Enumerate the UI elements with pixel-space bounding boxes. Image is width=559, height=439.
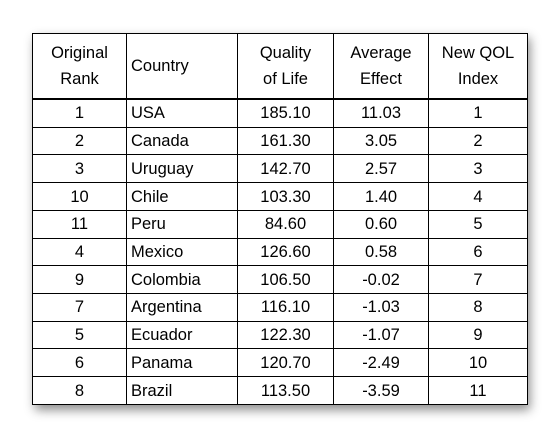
- header-cell: Original Rank: [32, 33, 127, 100]
- table-cell: Mexico: [126, 237, 238, 267]
- table-row: 4 Mexico 126.60 0.58 6: [32, 237, 528, 267]
- table-cell: 142.70: [237, 154, 334, 184]
- table-cell: 11: [32, 209, 127, 239]
- table-cell: 5: [32, 320, 127, 350]
- table-row: 10 Chile 103.30 1.40 4: [32, 182, 528, 211]
- table-cell: 5: [428, 209, 528, 239]
- table-cell: 120.70: [237, 348, 334, 378]
- table-cell: 7: [32, 293, 127, 322]
- table-row: 8 Brazil 113.50 -3.59 11: [32, 376, 528, 405]
- table-cell: 84.60: [237, 209, 334, 239]
- table-cell: 161.30: [237, 126, 334, 156]
- table-cell: Chile: [126, 182, 238, 211]
- table-cell: 106.50: [237, 265, 334, 295]
- table-frame: Original Rank Country Quality of Life Average…: [32, 33, 528, 405]
- table-cell: Panama: [126, 348, 238, 378]
- table-body: 1 USA 185.10 11.03 1 2 Canada 161.30 3.05 2 3 Urugu…: [32, 98, 528, 405]
- table-cell: 1.40: [333, 182, 429, 211]
- header-row: Original Rank Country Quality of Life Average…: [32, 33, 528, 100]
- table-cell: 8: [32, 376, 127, 405]
- header-cell: New QOL Index: [428, 33, 528, 100]
- table-cell: 126.60: [237, 237, 334, 267]
- table-cell: Ecuador: [126, 320, 238, 350]
- table-cell: 9: [32, 265, 127, 295]
- table-cell: -1.07: [333, 320, 429, 350]
- table-cell: 2.57: [333, 154, 429, 184]
- table-row: 5 Ecuador 122.30 -1.07 9: [32, 320, 528, 350]
- table-cell: 185.10: [237, 98, 334, 128]
- table-row: 7 Argentina 116.10 -1.03 8: [32, 293, 528, 322]
- table-cell: 6: [32, 348, 127, 378]
- table-cell: 9: [428, 320, 528, 350]
- table-row: 2 Canada 161.30 3.05 2: [32, 126, 528, 156]
- table-row: 3 Uruguay 142.70 2.57 3: [32, 154, 528, 184]
- table-cell: -3.59: [333, 376, 429, 405]
- table-cell: Argentina: [126, 293, 238, 322]
- table-row: 6 Panama 120.70 -2.49 10: [32, 348, 528, 378]
- table-cell: 1: [32, 98, 127, 128]
- table-cell: 2: [428, 126, 528, 156]
- table-cell: Colombia: [126, 265, 238, 295]
- table-cell: 3.05: [333, 126, 429, 156]
- table-cell: 10: [32, 182, 127, 211]
- table-cell: 116.10: [237, 293, 334, 322]
- table-cell: 122.30: [237, 320, 334, 350]
- table-cell: 10: [428, 348, 528, 378]
- table-cell: 113.50: [237, 376, 334, 405]
- table-cell: -1.03: [333, 293, 429, 322]
- table-cell: Brazil: [126, 376, 238, 405]
- table-cell: 11.03: [333, 98, 429, 128]
- table-cell: 4: [428, 182, 528, 211]
- table-cell: 2: [32, 126, 127, 156]
- table-cell: 0.60: [333, 209, 429, 239]
- header-text: Average: [350, 44, 412, 62]
- header-text: of Life: [263, 70, 308, 88]
- table-row: 11 Peru 84.60 0.60 5: [32, 209, 528, 239]
- header-text: Rank: [60, 70, 99, 88]
- table-cell: Canada: [126, 126, 238, 156]
- table-cell: 7: [428, 265, 528, 295]
- table-cell: Uruguay: [126, 154, 238, 184]
- table-cell: 11: [428, 376, 528, 405]
- table-cell: -0.02: [333, 265, 429, 295]
- table-cell: 0.58: [333, 237, 429, 267]
- table-cell: 3: [428, 154, 528, 184]
- table-cell: 1: [428, 98, 528, 128]
- header-text: Country: [131, 57, 189, 75]
- data-table: Original Rank Country Quality of Life Average…: [32, 33, 528, 405]
- header-cell: Country: [126, 33, 238, 100]
- header-text: New QOL: [441, 44, 515, 62]
- header-text: Quality: [259, 44, 312, 62]
- table-cell: USA: [126, 98, 238, 128]
- table-cell: 6: [428, 237, 528, 267]
- table-cell: Peru: [126, 209, 238, 239]
- table-cell: 103.30: [237, 182, 334, 211]
- table-cell: -2.49: [333, 348, 429, 378]
- header-cell: Average Effect: [333, 33, 429, 100]
- table-cell: 3: [32, 154, 127, 184]
- header-text: Effect: [360, 70, 402, 88]
- table-row: 1 USA 185.10 11.03 1: [32, 98, 528, 128]
- table-cell: 8: [428, 293, 528, 322]
- header-cell: Quality of Life: [237, 33, 334, 100]
- table-cell: 4: [32, 237, 127, 267]
- table-row: 9 Colombia 106.50 -0.02 7: [32, 265, 528, 295]
- header-text: Index: [457, 70, 499, 88]
- header-text: Original: [51, 44, 108, 62]
